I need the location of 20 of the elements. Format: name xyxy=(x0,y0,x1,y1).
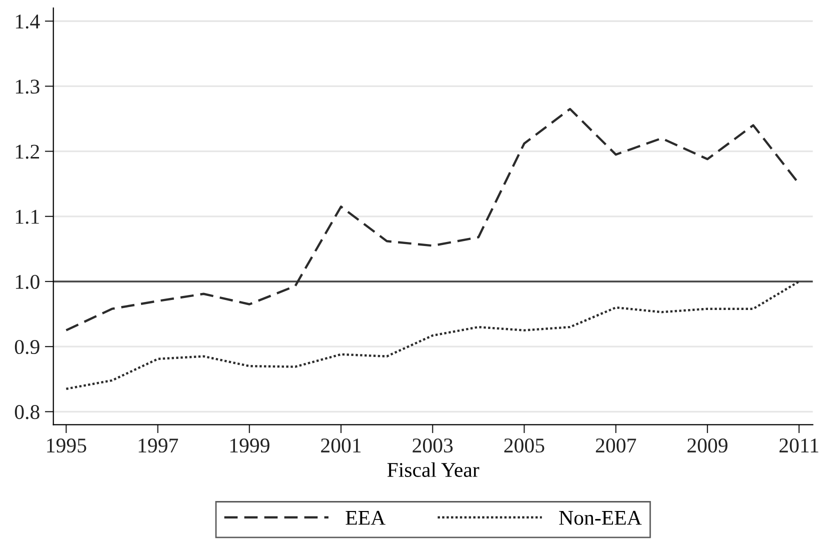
x-tick-label: 1995 xyxy=(47,438,86,453)
y-tick-label: 1.0 xyxy=(16,274,40,290)
x-tick-label: 1997 xyxy=(138,438,178,453)
line-series xyxy=(65,280,800,390)
x-axis-title: Fiscal Year xyxy=(387,462,480,477)
x-tick-label: 2001 xyxy=(321,438,361,453)
x-tick-label: 2011 xyxy=(780,438,818,453)
y-tick-label: 1.3 xyxy=(16,80,40,94)
y-tick-label: 1.2 xyxy=(16,144,40,159)
y-tick-label: 0.9 xyxy=(14,340,40,354)
legend-label: Non-EEA xyxy=(559,510,642,525)
x-tick-label: 2003 xyxy=(412,438,453,453)
legend-label: EEA xyxy=(346,510,386,525)
y-tick-label: 0.8 xyxy=(14,405,40,420)
y-tick-label: 1.4 xyxy=(16,14,40,29)
y-tick-label: 1.1 xyxy=(16,210,39,224)
x-tick-label: 2009 xyxy=(688,438,728,453)
x-tick-label: 1999 xyxy=(230,438,270,453)
x-tick-label: 2005 xyxy=(504,438,544,453)
x-tick-label: 2007 xyxy=(596,438,636,453)
